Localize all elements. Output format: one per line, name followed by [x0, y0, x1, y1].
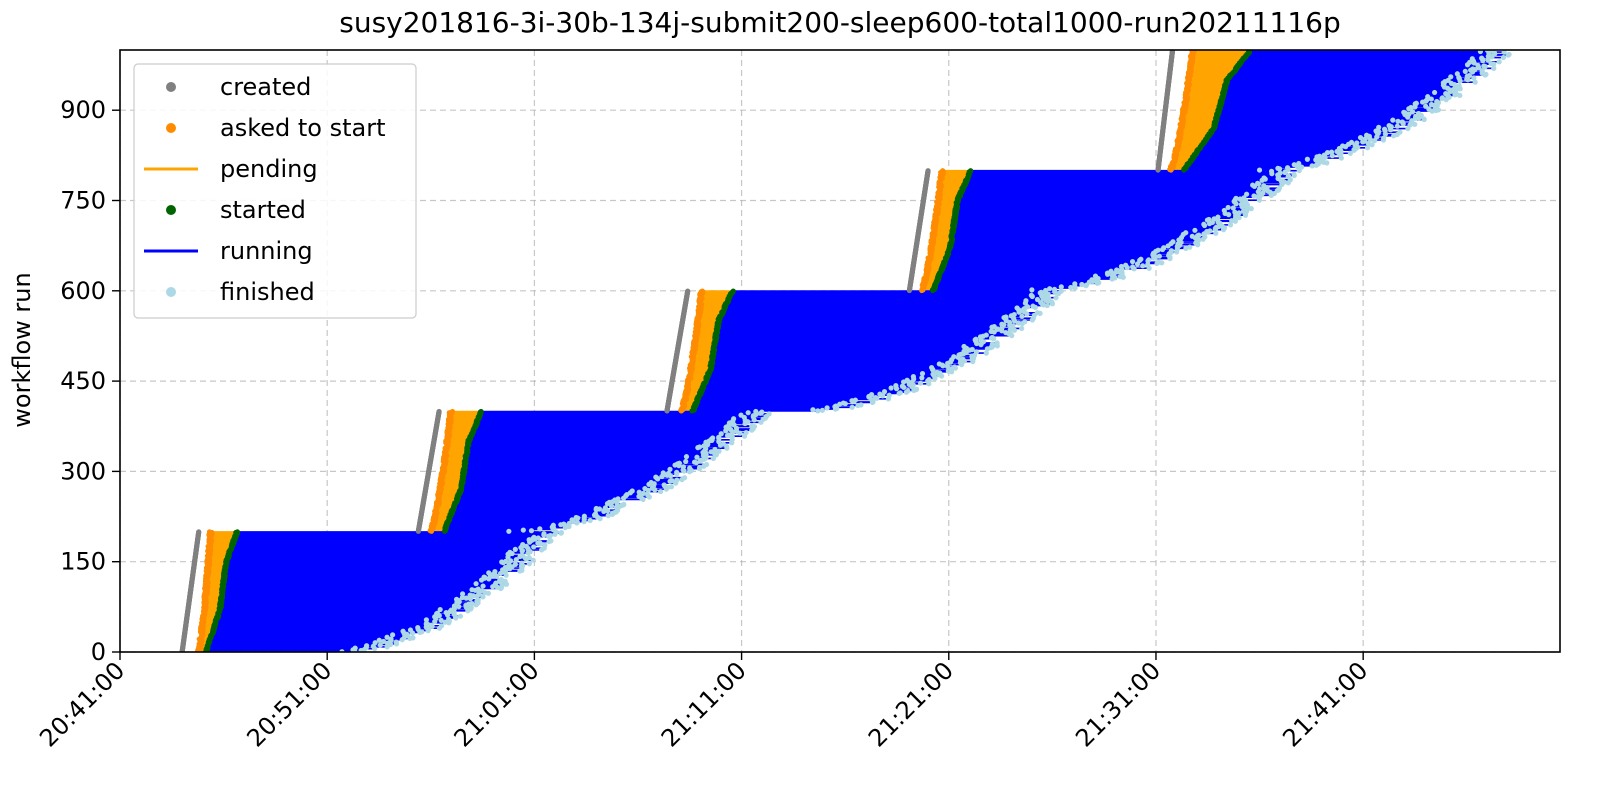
created-point	[925, 168, 931, 174]
series-created	[179, 50, 1176, 652]
created-point	[685, 288, 691, 294]
series-started	[202, 50, 1253, 652]
plot-area	[119, 50, 1560, 653]
series-layer	[179, 50, 1512, 652]
started-point	[968, 168, 974, 174]
asked-to-start-point	[699, 288, 705, 294]
created-point	[436, 408, 442, 415]
asked-to-start-point	[449, 408, 456, 415]
asked-to-start-point	[940, 168, 946, 174]
created-point	[196, 529, 202, 535]
started-point	[478, 408, 484, 415]
chart-title: susy201816-3i-30b-134j-submit200-sleep60…	[339, 6, 1341, 39]
series-asked-to-start	[195, 50, 1197, 652]
series-running	[205, 50, 1510, 652]
y-axis-label: workflow run	[8, 272, 36, 427]
started-point	[234, 529, 240, 535]
started-point	[730, 288, 736, 294]
asked-to-start-point	[206, 529, 213, 535]
